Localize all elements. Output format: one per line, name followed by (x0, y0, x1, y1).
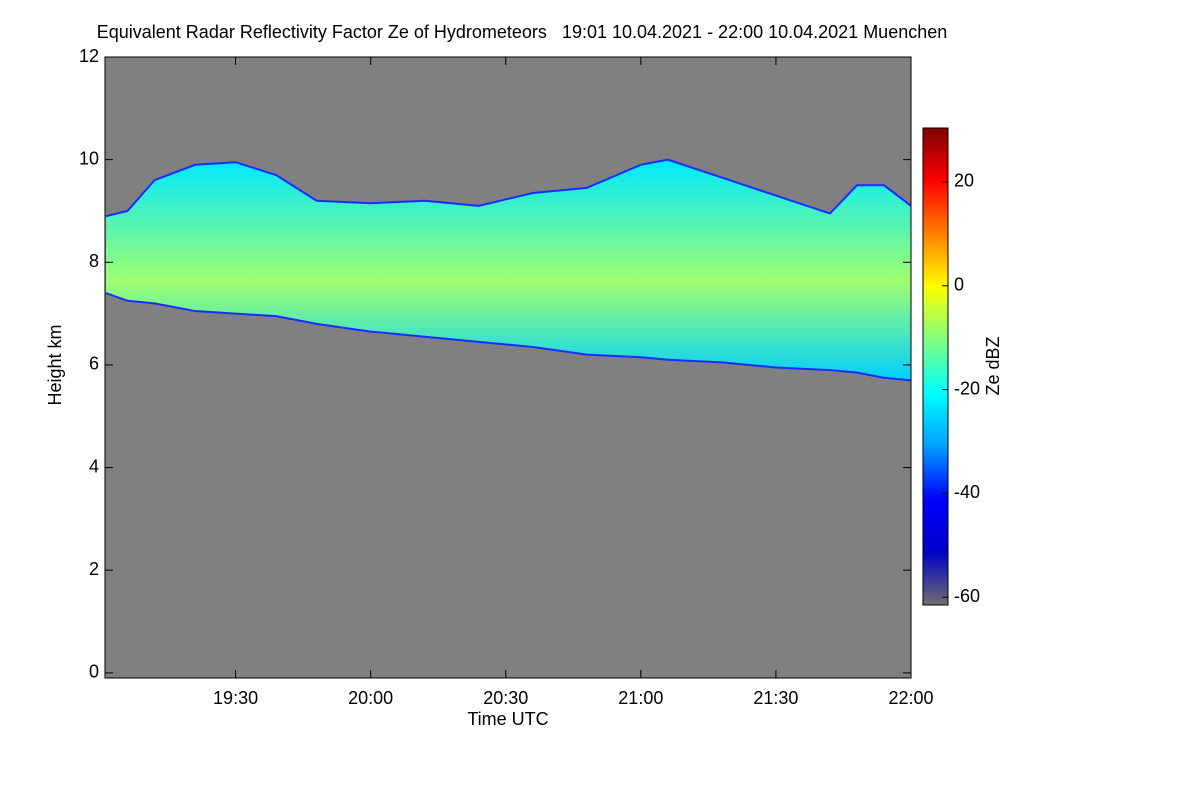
y-tick-label: 0 (89, 662, 99, 682)
y-tick-label: 12 (79, 46, 99, 66)
colorbar (922, 127, 949, 606)
x-tick-label: 22:00 (888, 688, 933, 708)
colorbar-tick-label: -60 (954, 586, 980, 606)
x-tick-label: 19:30 (213, 688, 258, 708)
colorbar-label: Ze dBZ (983, 336, 1003, 395)
y-tick-label: 4 (89, 456, 99, 476)
cloud-layer (105, 159, 912, 381)
plot-frame (104, 56, 912, 679)
chart-title: Equivalent Radar Reflectivity Factor Ze … (97, 22, 948, 42)
y-tick-label: 6 (89, 354, 99, 374)
x-tick-label: 21:00 (618, 688, 663, 708)
x-tick-label: 21:30 (753, 688, 798, 708)
x-tick-label: 20:00 (348, 688, 393, 708)
colorbar-tick-label: 0 (954, 275, 964, 295)
y-tick-label: 2 (89, 559, 99, 579)
y-tick-label: 10 (79, 148, 99, 168)
x-axis-label: Time UTC (467, 709, 548, 729)
colorbar-tick-label: -20 (954, 378, 980, 398)
colorbar-tick-label: -40 (954, 482, 980, 502)
x-tick-label: 20:30 (483, 688, 528, 708)
cloud-base (105, 292, 912, 382)
cloud-top (105, 158, 912, 218)
y-tick-label: 8 (89, 251, 99, 271)
y-axis-label: Height km (45, 324, 65, 405)
colorbar-tick-label: 20 (954, 171, 974, 191)
